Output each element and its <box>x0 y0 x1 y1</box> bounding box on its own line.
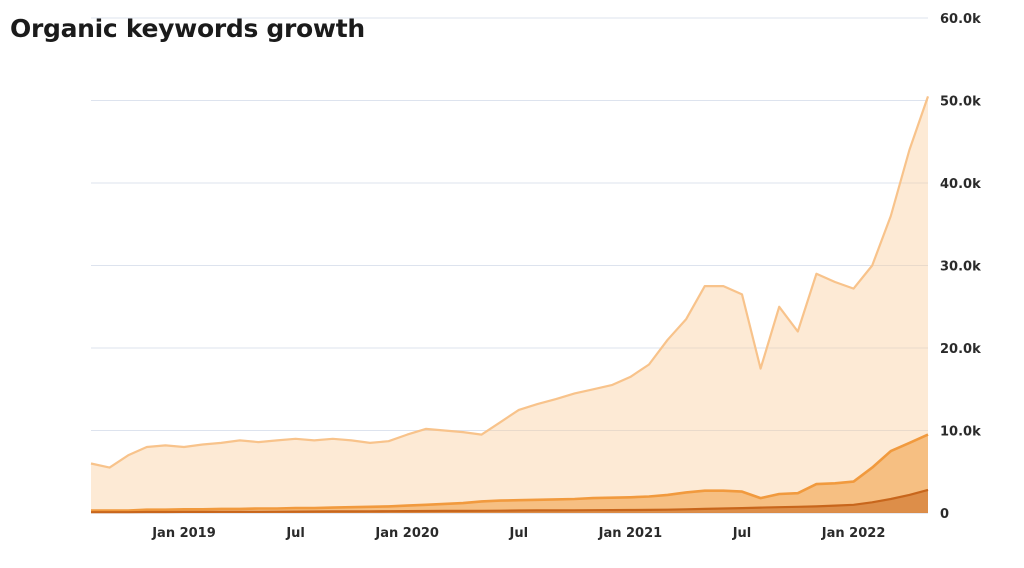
series-area-3 <box>91 489 928 513</box>
y-tick-label: 0 <box>940 507 949 522</box>
series-areas <box>91 96 928 514</box>
x-tick-label: Jul <box>509 526 529 541</box>
x-tick-label: Jul <box>732 526 752 541</box>
y-axis-ticks: 0 10.0k 20.0k 30.0k 40.0k 50.0k 60.0k <box>940 12 981 522</box>
series-line-2 <box>91 433 929 512</box>
series-area-2 <box>91 434 928 513</box>
y-tick-label: 40.0k <box>940 177 981 192</box>
y-tick-label: 60.0k <box>940 12 981 27</box>
chart-title: Organic keywords growth <box>10 14 365 43</box>
series-line-3 <box>91 488 929 514</box>
series-area-1 <box>91 96 928 514</box>
y-tick-label: 30.0k <box>940 260 981 275</box>
x-axis-ticks: Jan 2019 Jul Jan 2020 Jul Jan 2021 Jul Jan 202… <box>151 526 885 541</box>
y-tick-label: 10.0k <box>940 425 981 440</box>
y-tick-label: 20.0k <box>940 342 981 357</box>
x-tick-label: Jan 2021 <box>598 526 663 541</box>
series-line-1 <box>90 96 930 469</box>
series-lines <box>90 96 930 514</box>
x-tick-label: Jan 2022 <box>821 526 886 541</box>
y-tick-label: 50.0k <box>940 95 981 110</box>
x-tick-label: Jan 2019 <box>151 526 216 541</box>
x-tick-label: Jul <box>285 526 305 541</box>
x-tick-label: Jan 2020 <box>374 526 439 541</box>
